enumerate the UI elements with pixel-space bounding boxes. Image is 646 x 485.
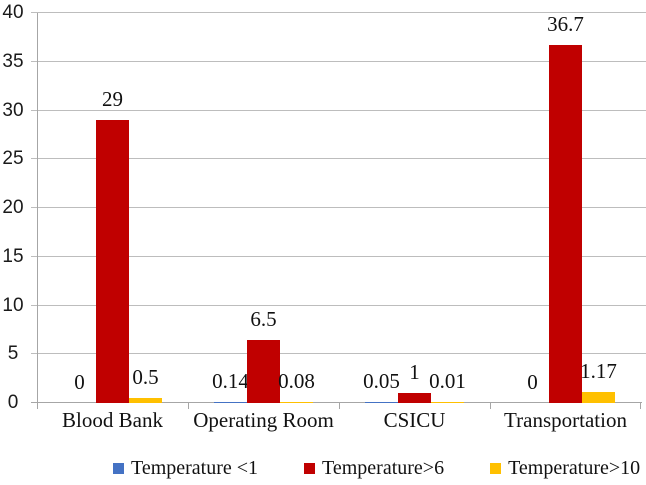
bar-value-label-csicu-temperature-10: 0.01: [429, 369, 466, 393]
y-tick-label-10: 10: [2, 294, 24, 316]
y-tick-label-5: 5: [7, 343, 19, 365]
y-tick-label-30: 30: [2, 99, 24, 121]
bar-value-label-blood-bank-temperature-6: 29: [102, 87, 123, 112]
category-boundary-tick-3: [490, 403, 491, 409]
bar-transportation-temperature-10: [582, 391, 615, 403]
bar-value-label-transportation-temperature-1: 0: [527, 370, 538, 394]
category-boundary-tick-4: [640, 403, 641, 409]
gridline-40: [31, 12, 646, 13]
gridline-10: [31, 304, 646, 306]
bar-value-label-blood-bank-temperature-1: 0: [74, 370, 85, 394]
category-label-blood-bank: Blood Bank: [62, 408, 163, 432]
bar-operating-room-temperature-1: [214, 401, 247, 403]
bar-value-label-csicu-temperature-1: 0.05: [363, 369, 400, 393]
gridline-30: [31, 109, 646, 111]
bar-value-label-operating-room-temperature-1: 0.14: [212, 368, 249, 393]
y-tick-label-40: 40: [2, 2, 24, 23]
legend-label-temperature-6: Temperature>6: [322, 457, 445, 479]
legend-swatch-temperature-6: [304, 463, 316, 474]
category-label-transportation: Transportation: [504, 408, 627, 432]
legend-item-temperature-10: Temperature>10: [490, 457, 640, 480]
legend-label-temperature-1: Temperature <1: [131, 457, 259, 479]
y-axis-line: [37, 13, 38, 403]
y-tick-label-15: 15: [2, 245, 24, 267]
plot-area: 0 29 0.5 0.14 6.5 0.08 0.05 1 0.01 0 36.7 1.17: [31, 12, 646, 409]
bar-value-label-transportation-temperature-6: 36.7: [547, 12, 584, 37]
category-boundary-tick-2: [339, 403, 340, 409]
bar-blood-bank-temperature-6: [96, 120, 129, 403]
gridline-20: [31, 207, 646, 208]
x-axis-line: [31, 402, 642, 403]
y-tick-label-25: 25: [2, 148, 24, 170]
category-label-csicu: CSICU: [383, 408, 446, 432]
category-label-operating-room: Operating Room: [193, 408, 334, 432]
legend-item-temperature-6: Temperature>6: [304, 457, 444, 480]
legend: Temperature <1 Temperature>6 Temperature>1…: [113, 457, 640, 480]
bar-blood-bank-temperature-10: [129, 398, 162, 403]
bar-value-label-operating-room-temperature-10: 0.08: [278, 369, 315, 393]
category-boundary-tick-1: [188, 403, 189, 409]
legend-label-temperature-10: Temperature>10: [508, 457, 641, 479]
gridline-25: [31, 158, 646, 160]
bar-value-label-csicu-temperature-6: 1: [409, 360, 420, 385]
gridline-15: [31, 255, 646, 257]
bar-operating-room-temperature-10: [280, 402, 313, 403]
legend-swatch-temperature-10: [490, 463, 502, 474]
bar-csicu-temperature-10: [431, 402, 464, 403]
bar-value-label-transportation-temperature-10: 1.17: [580, 358, 617, 383]
y-tick-label-20: 20: [2, 197, 24, 218]
bar-csicu-temperature-1: [365, 402, 398, 403]
y-tick-label-35: 35: [2, 50, 24, 72]
bar-csicu-temperature-6: [398, 393, 431, 403]
legend-item-temperature-1: Temperature <1: [113, 457, 258, 480]
legend-swatch-temperature-1: [113, 463, 124, 474]
category-boundary-tick-0: [37, 403, 38, 409]
gridline-35: [31, 60, 646, 62]
bar-value-label-operating-room-temperature-6: 6.5: [250, 306, 277, 331]
bar-operating-room-temperature-6: [247, 339, 280, 403]
bar-value-label-blood-bank-temperature-10: 0.5: [132, 365, 159, 390]
gridline-5: [31, 353, 646, 355]
y-tick-label-0: 0: [7, 392, 19, 413]
bar-transportation-temperature-6: [549, 45, 582, 403]
